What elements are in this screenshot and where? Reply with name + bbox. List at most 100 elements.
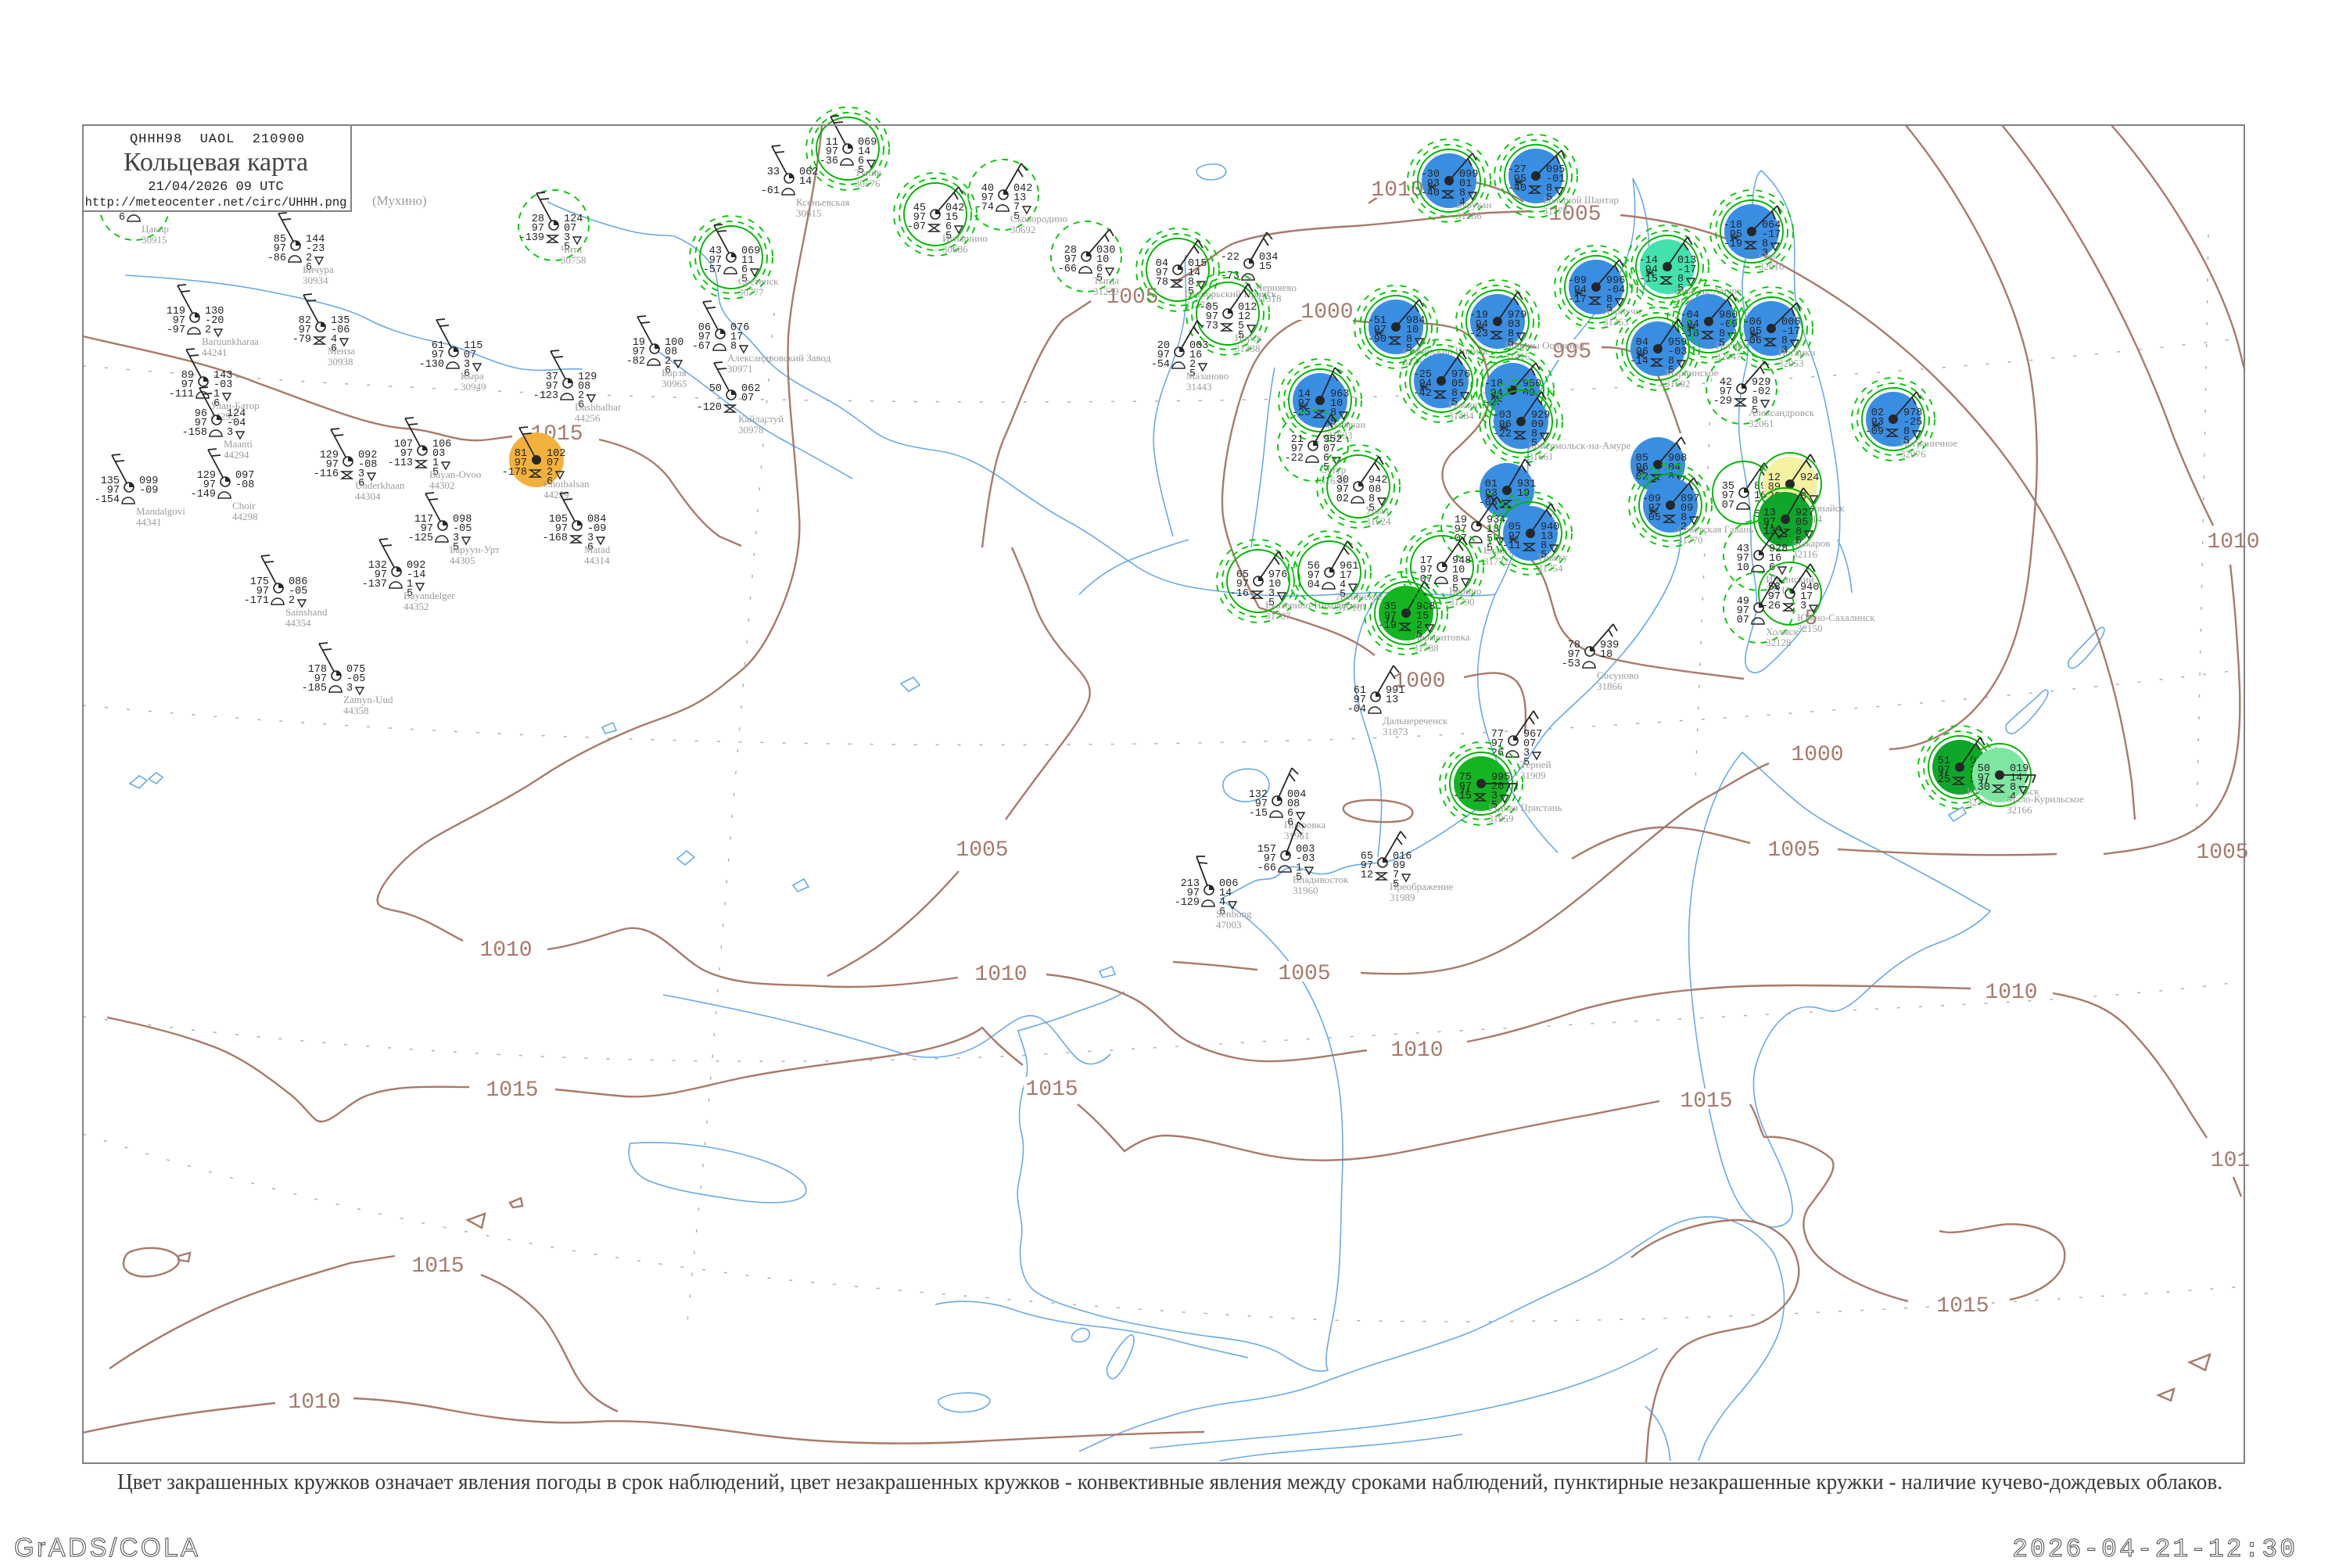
svg-text:-27: -27 — [1508, 164, 1526, 176]
svg-text:03: 03 — [1508, 319, 1520, 331]
svg-text:97: 97 — [1568, 649, 1580, 661]
svg-text:157: 157 — [1257, 844, 1276, 856]
svg-text:31633: 31633 — [1327, 429, 1353, 441]
svg-text:-03: -03 — [1668, 346, 1687, 358]
svg-text:5: 5 — [1541, 550, 1547, 562]
svg-text:-22: -22 — [1493, 429, 1512, 440]
svg-text:Дальнереченск: Дальнереченск — [1383, 715, 1448, 727]
svg-text:Сковородино: Сковородино — [1010, 213, 1067, 224]
svg-text:31174: 31174 — [1543, 205, 1569, 217]
svg-text:1010: 1010 — [1371, 178, 1423, 203]
svg-text:32076: 32076 — [1900, 448, 1926, 460]
svg-text:927: 927 — [1795, 508, 1814, 519]
svg-text:6: 6 — [1323, 453, 1329, 465]
svg-text:-09: -09 — [1865, 426, 1884, 438]
svg-text:-25: -25 — [1413, 369, 1432, 381]
svg-text:968: 968 — [1416, 601, 1435, 613]
svg-text:Лермонтовка: Лермонтовка — [1413, 631, 1470, 643]
svg-text:6: 6 — [1287, 808, 1293, 820]
svg-text:30777: 30777 — [738, 286, 764, 298]
svg-text:78: 78 — [1568, 640, 1580, 651]
svg-text:97: 97 — [1384, 611, 1397, 623]
svg-text:30938: 30938 — [328, 356, 353, 368]
svg-text:Макаров: Макаров — [1792, 537, 1830, 549]
svg-text:44294: 44294 — [224, 449, 249, 461]
svg-text:44352: 44352 — [404, 601, 429, 612]
svg-text:Менза: Менза — [328, 345, 355, 357]
svg-text:97: 97 — [1768, 591, 1781, 603]
svg-text:084: 084 — [587, 514, 606, 526]
svg-text:897: 897 — [1681, 493, 1699, 505]
svg-text:42: 42 — [1720, 377, 1732, 389]
svg-text:8: 8 — [1459, 188, 1465, 199]
svg-text:30971: 30971 — [727, 363, 753, 375]
svg-text:-05: -05 — [453, 523, 472, 535]
svg-text:1000: 1000 — [1300, 300, 1353, 325]
svg-text:97: 97 — [1361, 860, 1373, 872]
svg-text:062: 062 — [799, 167, 818, 178]
svg-text:45: 45 — [913, 203, 926, 214]
svg-text:32061: 32061 — [1749, 418, 1774, 429]
svg-text:8: 8 — [1330, 407, 1336, 419]
svg-text:3: 3 — [564, 232, 570, 244]
svg-text:098: 098 — [453, 514, 472, 526]
svg-text:97: 97 — [375, 569, 387, 581]
svg-text:31989: 31989 — [1390, 892, 1415, 903]
svg-text:Zamyn-Uud: Zamyn-Uud — [343, 694, 393, 705]
svg-text:-01: -01 — [1546, 174, 1565, 185]
svg-text:6: 6 — [464, 368, 470, 380]
svg-text:1: 1 — [213, 389, 220, 400]
svg-text:61: 61 — [1354, 685, 1366, 697]
svg-text:30686: 30686 — [942, 243, 968, 255]
svg-text:5: 5 — [1508, 338, 1514, 350]
svg-text:43: 43 — [1737, 544, 1749, 555]
svg-text:http://meteocenter.net/circ/UH: http://meteocenter.net/circ/UHHH.png — [85, 196, 347, 210]
svg-text:04: 04 — [1156, 258, 1168, 270]
svg-text:32010: 32010 — [1759, 260, 1785, 272]
svg-text:50: 50 — [709, 383, 722, 395]
svg-text:100: 100 — [665, 337, 683, 349]
svg-text:20: 20 — [1491, 781, 1504, 793]
svg-text:5: 5 — [1393, 879, 1399, 891]
svg-text:16: 16 — [1189, 350, 1202, 361]
svg-text:07: 07 — [547, 457, 559, 469]
svg-text:-06: -06 — [1743, 317, 1762, 328]
svg-text:31873: 31873 — [1383, 726, 1408, 737]
svg-text:14: 14 — [858, 146, 870, 158]
svg-text:14: 14 — [1219, 888, 1232, 899]
svg-text:8: 8 — [1531, 429, 1537, 440]
svg-text:05: 05 — [1795, 517, 1808, 529]
svg-text:034: 034 — [1259, 252, 1278, 264]
svg-text:5: 5 — [858, 165, 864, 177]
svg-text:1010: 1010 — [974, 963, 1027, 987]
svg-text:Baruunkharaa: Baruunkharaa — [202, 335, 259, 347]
svg-text:-123: -123 — [533, 390, 558, 402]
svg-text:6: 6 — [213, 398, 220, 410]
svg-text:10: 10 — [1268, 579, 1281, 590]
svg-text:33: 33 — [767, 167, 780, 178]
svg-text:31866: 31866 — [1597, 680, 1623, 692]
svg-text:32116: 32116 — [1792, 548, 1818, 560]
svg-text:6: 6 — [358, 478, 364, 490]
svg-text:44298: 44298 — [232, 511, 258, 522]
svg-text:2: 2 — [205, 325, 211, 336]
svg-text:-137: -137 — [362, 579, 387, 590]
svg-text:31624: 31624 — [1365, 515, 1391, 527]
svg-text:030: 030 — [1096, 245, 1115, 257]
svg-text:51: 51 — [1938, 755, 1950, 767]
svg-text:07: 07 — [464, 350, 476, 361]
svg-text:132: 132 — [368, 560, 387, 572]
svg-text:2: 2 — [306, 253, 312, 264]
svg-text:17: 17 — [1340, 570, 1352, 582]
svg-text:5: 5 — [1416, 630, 1422, 641]
svg-text:-53: -53 — [1562, 658, 1580, 670]
svg-text:5: 5 — [564, 242, 570, 253]
svg-text:1010: 1010 — [2207, 530, 2259, 554]
svg-text:135: 135 — [331, 315, 350, 327]
svg-text:1005: 1005 — [1767, 838, 1820, 863]
svg-text:5: 5 — [1238, 330, 1244, 342]
svg-text:17: 17 — [1800, 591, 1813, 603]
svg-text:-30: -30 — [1421, 169, 1440, 181]
svg-text:064: 064 — [1762, 220, 1781, 231]
svg-text:-79: -79 — [292, 334, 311, 346]
